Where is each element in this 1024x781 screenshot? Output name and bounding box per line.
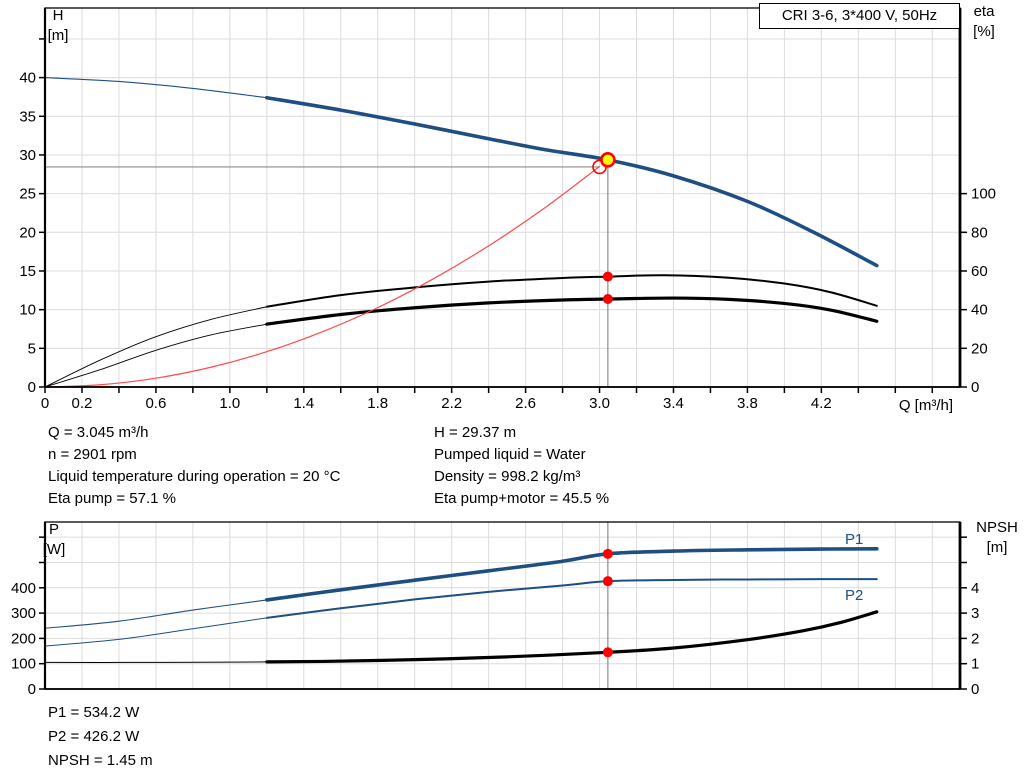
right-tick-label: 20 bbox=[971, 340, 988, 357]
p-axis-title: P bbox=[48, 521, 59, 538]
right-tick-label: 100 bbox=[971, 186, 996, 203]
npsh-axis-label: NPSH [m] bbox=[972, 518, 1022, 558]
left-tick-label: 400 bbox=[11, 580, 36, 597]
npsh-axis-title: NPSH bbox=[976, 519, 1018, 536]
left-tick-label: 5 bbox=[28, 340, 36, 357]
right-tick-label: 80 bbox=[971, 224, 988, 241]
eta-pump-motor-curve bbox=[265, 296, 879, 326]
power-data-column: P1 = 534.2 W P2 = 426.2 W NPSH = 1.45 m bbox=[48, 704, 153, 776]
q-axis-label: Q [m³/h] bbox=[898, 397, 953, 414]
left-tick-label: 40 bbox=[19, 70, 36, 87]
p1-value-text: P1 = 534.2 W bbox=[48, 704, 140, 721]
left-tick-label: 100 bbox=[11, 656, 36, 673]
h-curve bbox=[265, 95, 879, 268]
right-tick-label: 3 bbox=[971, 605, 979, 622]
x-tick-label: 2.2 bbox=[441, 395, 462, 412]
p1-curve-thin bbox=[44, 599, 268, 629]
operating-dot bbox=[602, 548, 613, 559]
x-tick-label: 0.2 bbox=[72, 395, 93, 412]
plot-border bbox=[44, 7, 961, 388]
npsh-axis-unit: [m] bbox=[986, 539, 1008, 556]
x-tick-label: 1.8 bbox=[367, 395, 388, 412]
duty-head-text: H = 29.37 m bbox=[434, 424, 517, 441]
p1-curve bbox=[265, 547, 879, 602]
right-tick-label: 0 bbox=[971, 681, 979, 698]
eta-pump-motor-curve-thin bbox=[44, 323, 268, 388]
duty-flow-text: Q = 3.045 m³/h bbox=[48, 424, 149, 441]
density-text: Density = 998.2 kg/m³ bbox=[434, 468, 581, 485]
system-curve bbox=[44, 165, 601, 388]
x-tick-label: 3.8 bbox=[737, 395, 758, 412]
speed-text: n = 2901 rpm bbox=[48, 446, 137, 463]
right-tick-label: 2 bbox=[971, 630, 979, 647]
liquid-temperature-text: Liquid temperature during operation = 20… bbox=[48, 468, 341, 485]
x-tick-label: 3.4 bbox=[663, 395, 684, 412]
left-tick-label: 300 bbox=[11, 605, 36, 622]
h-axis-unit: [m] bbox=[47, 27, 69, 44]
eta-operating-dot bbox=[602, 294, 613, 305]
x-tick-label: 3.0 bbox=[589, 395, 610, 412]
x-tick-label: 0 bbox=[41, 395, 49, 412]
right-tick-label: 40 bbox=[971, 302, 988, 319]
eta-pump-text: Eta pump = 57.1 % bbox=[48, 490, 176, 507]
x-tick-label: 1.0 bbox=[219, 395, 240, 412]
p-axis-label: P [W] bbox=[36, 520, 72, 560]
h-curve-thin bbox=[44, 77, 268, 99]
npsh-curve bbox=[265, 610, 879, 664]
duty-data-right-column: H = 29.37 m Pumped liquid = Water Densit… bbox=[434, 424, 609, 512]
npsh-curve-thin bbox=[44, 661, 268, 663]
pumped-liquid-text: Pumped liquid = Water bbox=[434, 446, 586, 463]
duty-point-marker bbox=[600, 152, 616, 168]
eta-pump-curve-thin bbox=[44, 306, 268, 388]
left-tick-label: 35 bbox=[19, 108, 36, 125]
right-tick-label: 4 bbox=[971, 580, 979, 597]
right-tick-label: 60 bbox=[971, 263, 988, 280]
x-tick-label: 2.6 bbox=[515, 395, 536, 412]
right-tick-label: 0 bbox=[971, 379, 979, 396]
eta-operating-dot bbox=[602, 271, 613, 282]
x-tick-label: 1.4 bbox=[293, 395, 314, 412]
npsh-value-text: NPSH = 1.45 m bbox=[48, 752, 153, 769]
eta-axis-title: eta bbox=[973, 3, 995, 20]
left-tick-label: 20 bbox=[19, 224, 36, 241]
p1-curve-label: P1 bbox=[845, 531, 864, 548]
x-tick-label: 0.6 bbox=[145, 395, 166, 412]
eta-pump-motor-text: Eta pump+motor = 45.5 % bbox=[434, 490, 610, 507]
h-axis-label: H [m] bbox=[40, 6, 76, 46]
left-tick-label: 0 bbox=[28, 379, 36, 396]
left-tick-label: 30 bbox=[19, 147, 36, 164]
duty-data-left-column: Q = 3.045 m³/h n = 2901 rpm Liquid tempe… bbox=[48, 424, 340, 512]
p-axis-unit: [W] bbox=[42, 541, 66, 558]
left-tick-label: 10 bbox=[19, 302, 36, 319]
p2-curve-label: P2 bbox=[845, 587, 864, 604]
eta-axis-unit: [%] bbox=[973, 23, 995, 40]
right-tick-label: 1 bbox=[971, 656, 979, 673]
p2-curve-thin bbox=[44, 617, 268, 647]
left-tick-label: 25 bbox=[19, 186, 36, 203]
operating-dot bbox=[602, 647, 613, 658]
p2-value-text: P2 = 426.2 W bbox=[48, 728, 140, 745]
p2-curve bbox=[265, 578, 878, 619]
pump-type-title-box: CRI 3-6, 3*400 V, 50Hz bbox=[759, 3, 960, 29]
left-tick-label: 200 bbox=[11, 630, 36, 647]
operating-dot bbox=[602, 576, 613, 587]
left-tick-label: 0 bbox=[28, 681, 36, 698]
left-tick-label: 15 bbox=[19, 263, 36, 280]
h-axis-title: H bbox=[52, 7, 64, 24]
x-tick-label: 4.2 bbox=[811, 395, 832, 412]
eta-axis-label: eta [%] bbox=[962, 2, 1006, 42]
